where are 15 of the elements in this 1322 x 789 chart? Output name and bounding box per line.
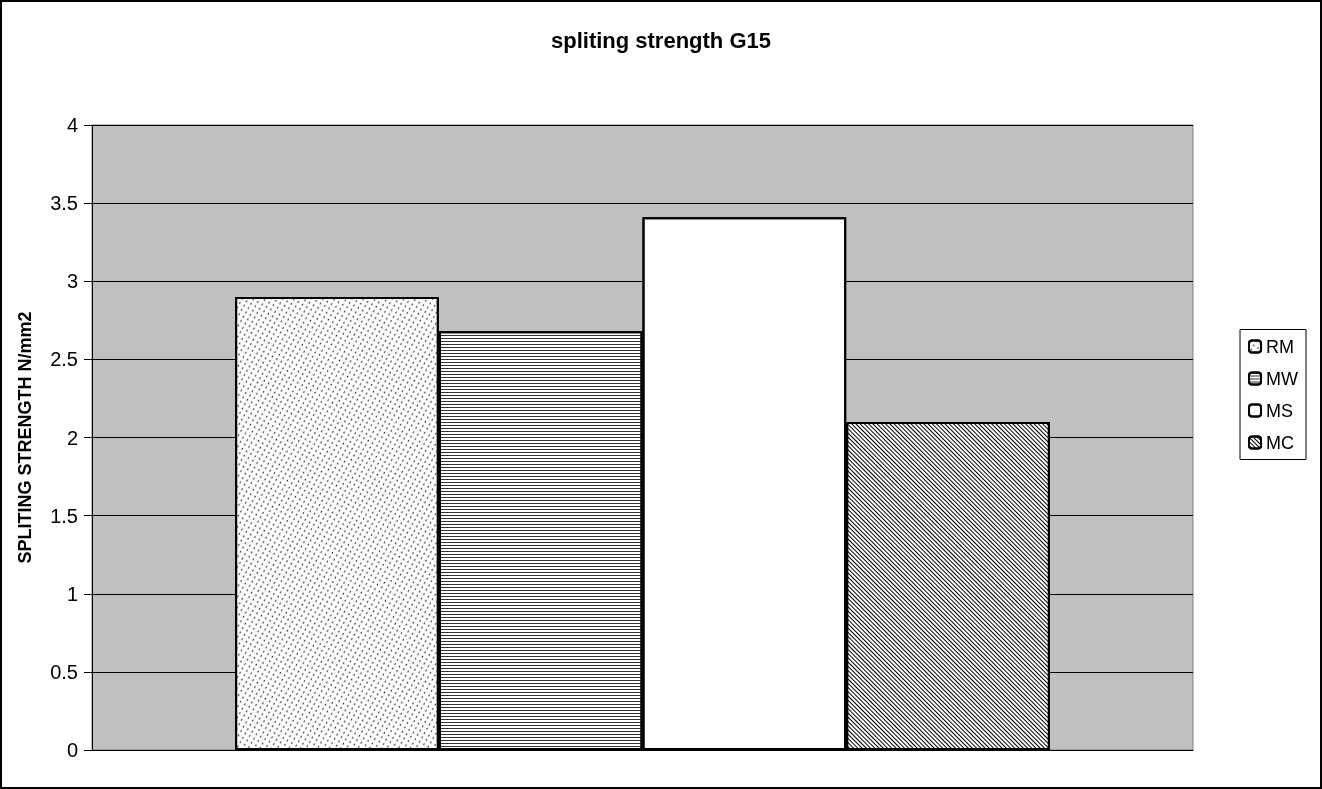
y-tick-label: 2 [66,426,78,449]
y-tick-label: 0 [66,739,78,761]
y-axis-title: SPLITING STRENGTH N/mm2 [15,311,35,564]
legend-label: RM [1266,336,1295,357]
legend-label: MC [1266,432,1295,453]
y-tick-label: 3.5 [50,192,78,215]
legend-label: MS [1266,400,1294,421]
y-tick-label: 0.5 [50,660,78,683]
y-tick-label: 1 [66,582,78,605]
y-tick-label: 2.5 [50,348,78,371]
legend-label: MW [1266,368,1299,389]
y-tick-label: 1.5 [50,504,78,527]
y-tick-label: 3 [66,270,78,293]
y-tick-label: 4 [66,114,78,136]
chart-title: spliting strength G15 [550,27,772,53]
